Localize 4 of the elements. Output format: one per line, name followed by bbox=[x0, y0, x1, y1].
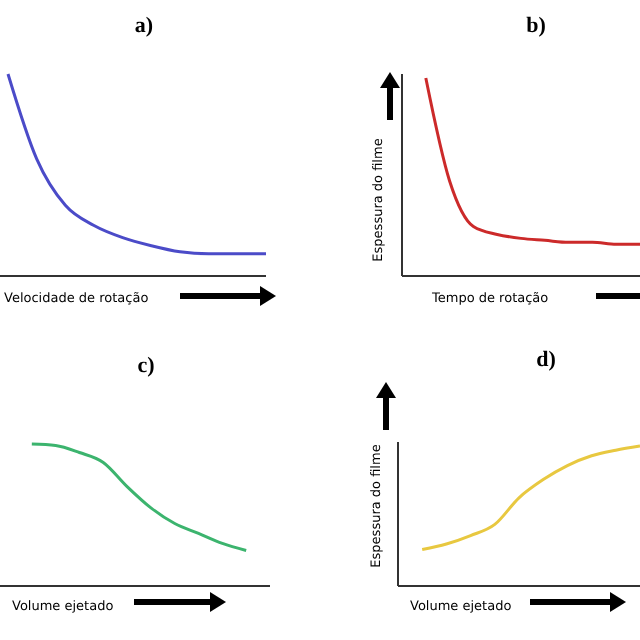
chart-title: a) bbox=[134, 14, 154, 38]
chart-title: d) bbox=[536, 348, 557, 372]
chart-title: c) bbox=[137, 354, 156, 378]
chart-title: b) bbox=[526, 14, 547, 38]
